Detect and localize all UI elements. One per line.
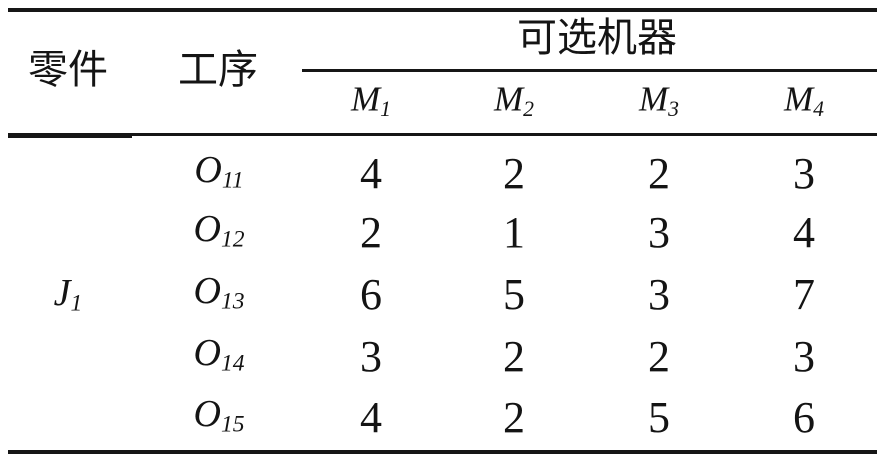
header-machine-4: M4 [784, 82, 824, 121]
machine-3-sub: 3 [668, 96, 679, 121]
header-machine-1: M1 [351, 82, 391, 121]
header-machine-group: 可选机器 [517, 15, 677, 60]
op-base: O [193, 392, 221, 435]
header-operation: 工序 [178, 47, 258, 92]
cell-value-r4-m4: 3 [793, 332, 815, 381]
machine-2-base: M [494, 79, 524, 119]
cell-value-r5-m4: 6 [793, 393, 815, 442]
part-base: J [53, 271, 71, 314]
op-sub: 11 [221, 167, 244, 194]
cell-value-r1-m4: 3 [793, 149, 815, 198]
cell-value-r5-m1: 4 [360, 393, 382, 442]
op-base: O [194, 148, 222, 191]
cell-value-r2-m3: 3 [648, 208, 670, 257]
op-sub: 13 [220, 288, 245, 315]
machine-4-sub: 4 [813, 96, 824, 121]
cell-value-r2-m2: 1 [503, 208, 525, 257]
op-base: O [193, 269, 221, 312]
machine-4-base: M [784, 79, 814, 119]
machine-1-sub: 1 [380, 96, 391, 121]
table-rule-bottom [8, 450, 877, 454]
machine-1-base: M [351, 79, 381, 119]
op-label-o11: O11 [194, 151, 243, 193]
op-label-o14: O14 [194, 334, 245, 376]
header-part: 零件 [28, 47, 108, 92]
header-machine-3: M3 [639, 82, 679, 121]
cell-value-r1-m3: 2 [648, 149, 670, 198]
cell-value-r5-m3: 5 [648, 393, 670, 442]
part-sub: 1 [70, 290, 83, 317]
cell-value-r5-m2: 2 [503, 393, 525, 442]
cell-value-r4-m1: 3 [360, 332, 382, 381]
op-sub: 14 [220, 350, 245, 377]
table-rule-top [8, 8, 877, 12]
cell-value-r3-m3: 3 [648, 270, 670, 319]
cell-value-r1-m1: 4 [360, 149, 382, 198]
op-label-o15: O15 [194, 395, 245, 437]
cell-value-r3-m1: 6 [360, 270, 382, 319]
machine-2-sub: 2 [523, 96, 534, 121]
cell-value-r1-m2: 2 [503, 149, 525, 198]
op-sub: 12 [220, 226, 245, 253]
op-label-o12: O12 [194, 210, 245, 252]
op-base: O [193, 331, 221, 374]
part-label-j1: J1 [54, 274, 83, 316]
cell-value-r2-m4: 4 [793, 208, 815, 257]
machine-3-base: M [639, 79, 669, 119]
op-label-o13: O13 [194, 272, 245, 314]
cell-value-r4-m2: 2 [503, 332, 525, 381]
header-machine-2: M2 [494, 82, 534, 121]
table-rule-header-left [8, 133, 132, 138]
table-rule-header-right [132, 133, 877, 136]
cell-value-r3-m4: 7 [793, 270, 815, 319]
op-sub: 15 [220, 411, 245, 438]
cell-value-r4-m3: 2 [648, 332, 670, 381]
table-rule-machine-group [302, 69, 877, 72]
cell-value-r3-m2: 5 [503, 270, 525, 319]
op-base: O [193, 207, 221, 250]
cell-value-r2-m1: 2 [360, 208, 382, 257]
